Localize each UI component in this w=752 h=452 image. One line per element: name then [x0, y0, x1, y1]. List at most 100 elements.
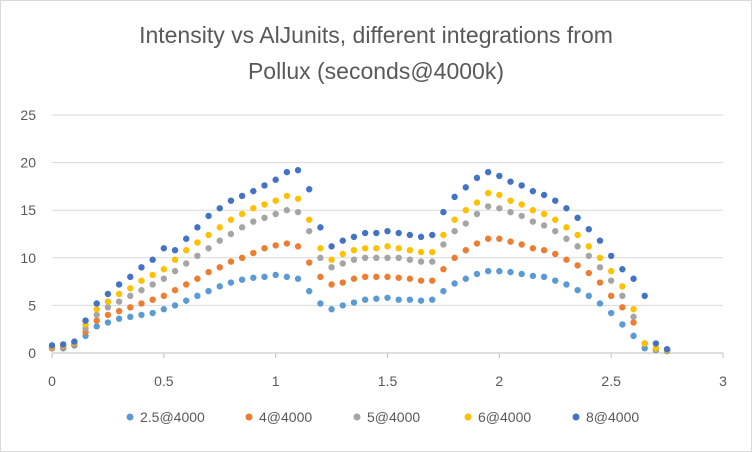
- x-tick-label: 0.5: [154, 373, 174, 389]
- data-point: [48, 342, 56, 349]
- data-point: [272, 210, 279, 218]
- data-point: [395, 274, 402, 281]
- data-point: [607, 267, 615, 275]
- data-point: [663, 345, 671, 353]
- data-point: [328, 243, 335, 250]
- data-point: [160, 266, 168, 273]
- data-point: [138, 300, 145, 307]
- data-point: [138, 264, 145, 271]
- data-point: [283, 192, 291, 200]
- data-point: [127, 273, 134, 281]
- data-point: [339, 302, 346, 309]
- data-point: [496, 191, 503, 199]
- data-point: [250, 218, 257, 225]
- data-point: [216, 205, 223, 212]
- data-point: [630, 313, 637, 321]
- data-point: [619, 321, 626, 328]
- data-point: [104, 290, 112, 298]
- data-point: [127, 304, 134, 311]
- data-point: [529, 218, 537, 225]
- data-point: [552, 250, 559, 258]
- data-point: [619, 304, 626, 311]
- data-point: [194, 224, 201, 231]
- data-point: [630, 319, 637, 326]
- data-point: [272, 242, 279, 249]
- data-point: [238, 210, 246, 218]
- data-point: [384, 243, 391, 250]
- axes: 0 5 10 15 20 25 0 0.5 1 1.5 2 2.5 3: [20, 107, 727, 389]
- data-point: [384, 254, 391, 261]
- data-point: [183, 281, 190, 288]
- data-point: [473, 210, 481, 218]
- data-point: [507, 238, 514, 245]
- data-point: [473, 240, 481, 247]
- data-point: [395, 296, 402, 303]
- legend-marker: [464, 413, 472, 421]
- data-point: [261, 182, 268, 189]
- data-point: [350, 299, 358, 306]
- data-point: [507, 268, 514, 276]
- y-tick-label: 10: [20, 250, 36, 266]
- data-point: [630, 275, 637, 282]
- data-point: [607, 252, 615, 260]
- data-point: [339, 260, 346, 267]
- y-tick-label: 15: [20, 202, 36, 218]
- data-point: [563, 205, 570, 212]
- data-point: [473, 199, 481, 206]
- data-point: [227, 230, 235, 238]
- data-point: [462, 184, 469, 191]
- data-point: [585, 269, 592, 277]
- data-point: [373, 245, 380, 252]
- data-point: [529, 207, 537, 214]
- data-point: [619, 283, 626, 290]
- data-point: [294, 208, 302, 216]
- data-point: [552, 216, 559, 223]
- data-point: [115, 281, 123, 288]
- data-point: [149, 296, 156, 303]
- data-point: [115, 290, 123, 298]
- data-point: [518, 241, 525, 248]
- data-point: [529, 245, 537, 252]
- legend-marker: [353, 413, 361, 421]
- series-8@4000: [48, 167, 671, 353]
- data-point: [104, 304, 112, 311]
- data-point: [373, 273, 380, 281]
- x-tick-label: 2.5: [601, 373, 621, 389]
- data-point: [574, 286, 581, 294]
- data-point: [652, 345, 660, 352]
- data-point: [518, 212, 525, 220]
- data-point: [272, 176, 279, 183]
- data-point: [619, 292, 626, 300]
- data-point: [104, 319, 112, 326]
- data-point: [306, 259, 313, 266]
- data-point: [496, 267, 503, 275]
- data-point: [406, 296, 414, 303]
- data-point: [484, 267, 492, 275]
- data-point: [328, 306, 335, 313]
- data-point: [115, 298, 123, 305]
- chart-title-line1: Intensity vs AlJunits, different integra…: [139, 22, 613, 48]
- x-tick-label: 1.5: [378, 373, 398, 389]
- data-point: [160, 245, 168, 252]
- data-point: [417, 277, 425, 284]
- data-point: [160, 275, 168, 282]
- data-point: [384, 273, 391, 281]
- legend: 2.5@4000 4@4000 5@4000 6@4000 8@4000: [126, 409, 639, 425]
- data-point: [429, 258, 436, 265]
- data-point: [227, 258, 235, 265]
- data-point: [183, 260, 190, 267]
- data-points: [48, 167, 671, 355]
- data-point: [429, 231, 436, 239]
- data-point: [641, 345, 648, 352]
- data-point: [361, 273, 369, 281]
- data-point: [540, 246, 548, 254]
- y-tick-label: 0: [28, 345, 36, 361]
- data-point: [194, 252, 201, 260]
- data-point: [194, 292, 201, 300]
- data-point: [496, 235, 503, 242]
- data-point: [250, 249, 257, 257]
- data-point: [194, 239, 201, 246]
- data-point: [294, 167, 302, 174]
- data-point: [417, 248, 425, 256]
